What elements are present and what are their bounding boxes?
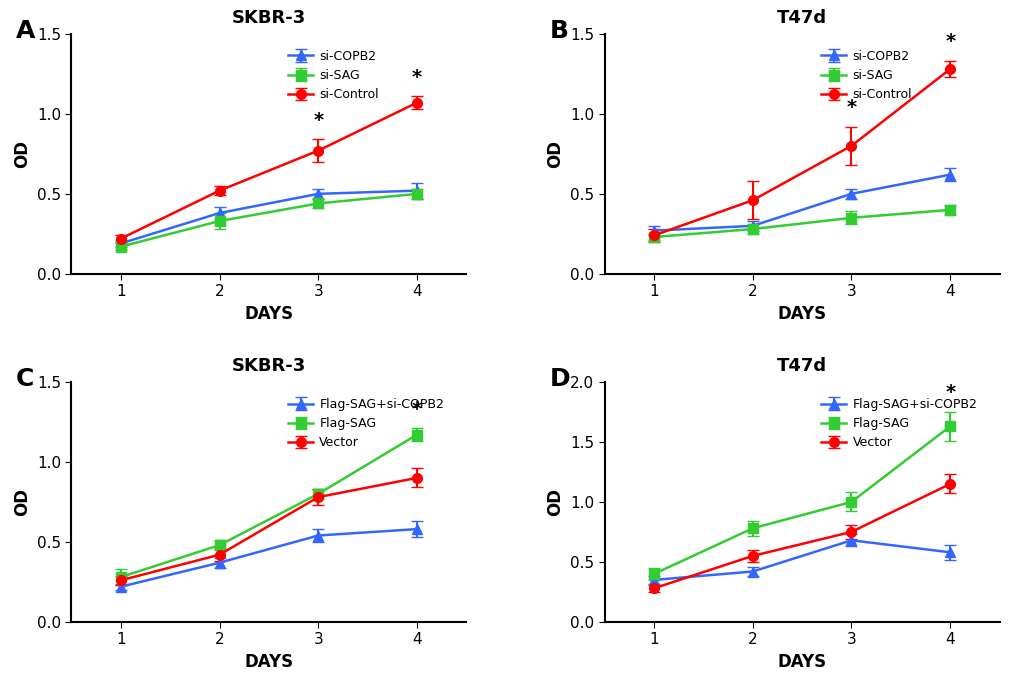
Y-axis label: OD: OD bbox=[546, 140, 564, 168]
Text: A: A bbox=[16, 20, 36, 43]
Text: *: * bbox=[412, 68, 422, 87]
Legend: si-COPB2, si-SAG, si-Control: si-COPB2, si-SAG, si-Control bbox=[815, 45, 916, 106]
X-axis label: DAYS: DAYS bbox=[245, 653, 293, 671]
Y-axis label: OD: OD bbox=[13, 140, 32, 168]
Text: *: * bbox=[846, 98, 856, 117]
Title: SKBR-3: SKBR-3 bbox=[231, 9, 306, 26]
Text: *: * bbox=[945, 32, 955, 51]
Y-axis label: OD: OD bbox=[546, 488, 564, 516]
Title: SKBR-3: SKBR-3 bbox=[231, 357, 306, 375]
X-axis label: DAYS: DAYS bbox=[776, 305, 825, 323]
Text: B: B bbox=[549, 20, 568, 43]
Text: *: * bbox=[412, 400, 422, 418]
X-axis label: DAYS: DAYS bbox=[776, 653, 825, 671]
Text: C: C bbox=[16, 368, 35, 391]
Legend: Flag-SAG+si-COPB2, Flag-SAG, Vector: Flag-SAG+si-COPB2, Flag-SAG, Vector bbox=[282, 393, 448, 454]
Legend: si-COPB2, si-SAG, si-Control: si-COPB2, si-SAG, si-Control bbox=[282, 45, 383, 106]
Legend: Flag-SAG+si-COPB2, Flag-SAG, Vector: Flag-SAG+si-COPB2, Flag-SAG, Vector bbox=[815, 393, 981, 454]
Text: *: * bbox=[313, 111, 323, 130]
Text: D: D bbox=[549, 368, 570, 391]
Title: T47d: T47d bbox=[776, 9, 826, 26]
X-axis label: DAYS: DAYS bbox=[245, 305, 293, 323]
Y-axis label: OD: OD bbox=[13, 488, 32, 516]
Text: *: * bbox=[945, 383, 955, 402]
Title: T47d: T47d bbox=[776, 357, 826, 375]
